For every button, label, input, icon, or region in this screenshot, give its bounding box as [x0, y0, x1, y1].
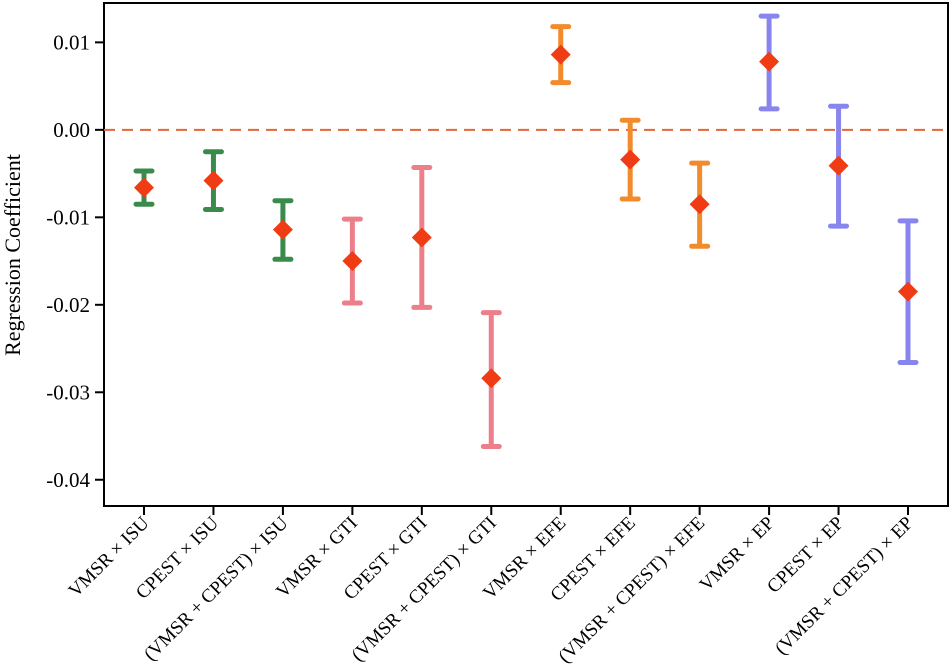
- y-axis-title: Regression Coefficient: [0, 154, 25, 356]
- y-tick-label: 0.01: [53, 30, 90, 54]
- plot-frame: [103, 2, 949, 507]
- y-tick-label: -0.01: [46, 205, 90, 229]
- estimate-marker: [272, 219, 293, 240]
- x-category-label: (VMSR + CPEST) × ISU: [140, 512, 293, 665]
- estimate-marker: [411, 227, 432, 248]
- error-bars: [133, 13, 919, 450]
- estimate-marker: [620, 149, 641, 170]
- x-category-label: (VMSR + CPEST) × EP: [771, 513, 917, 659]
- estimate-marker: [481, 368, 502, 389]
- estimate-marker: [203, 170, 224, 191]
- estimate-marker: [689, 194, 710, 215]
- estimate-marker: [550, 44, 571, 65]
- x-category-label: (VMSR + CPEST) × GTI: [348, 513, 501, 666]
- y-tick-label: -0.04: [46, 468, 90, 492]
- estimate-marker: [828, 155, 849, 176]
- y-tick-label: 0.00: [53, 118, 90, 142]
- estimate-marker: [898, 281, 918, 302]
- y-axis: 0.01 0.00 -0.01 -0.02 -0.03 -0.04: [46, 30, 104, 492]
- y-tick-label: -0.03: [46, 380, 90, 404]
- estimate-marker: [134, 177, 154, 198]
- estimate-marker: [759, 51, 780, 72]
- estimate-marker: [342, 251, 363, 272]
- y-tick-label: -0.02: [46, 293, 90, 317]
